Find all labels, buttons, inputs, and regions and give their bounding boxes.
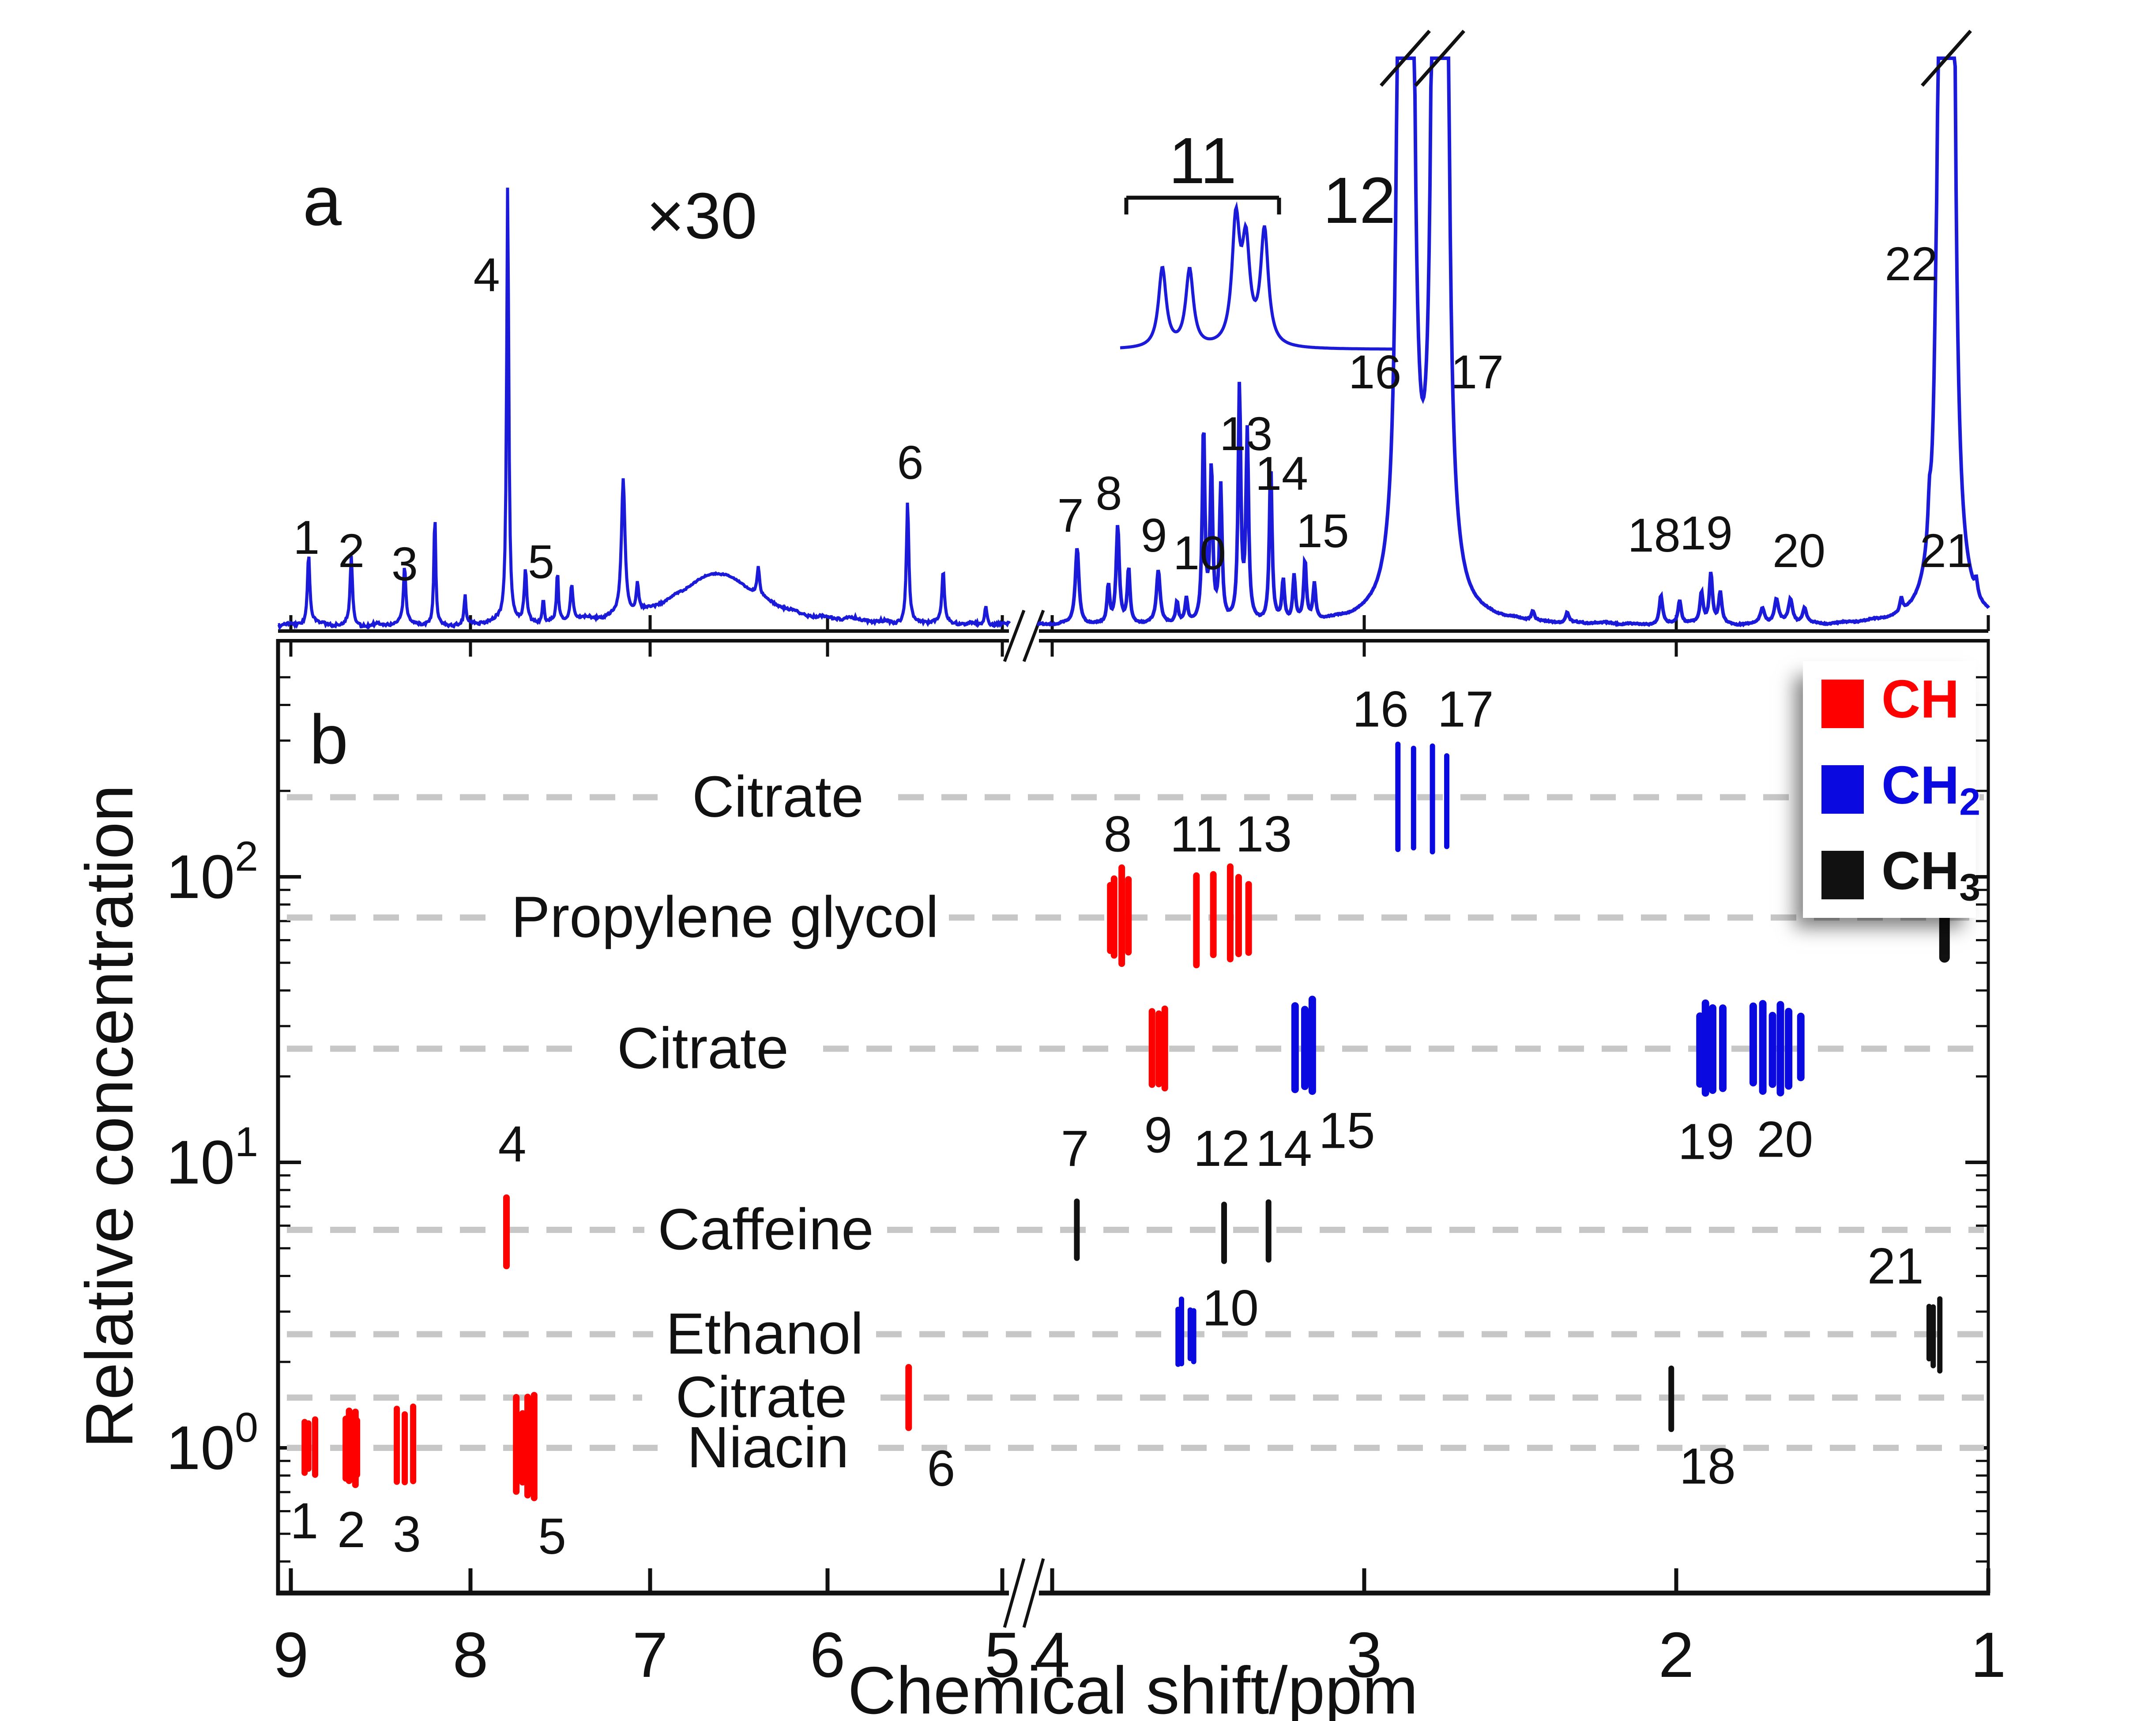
axis-break-slash	[1022, 609, 1045, 662]
peak-clip-slash	[1921, 30, 1972, 87]
peak-label-7: 7	[1057, 488, 1084, 542]
marker-label-12: 12	[1193, 1120, 1250, 1177]
peak-label-3: 3	[391, 537, 418, 590]
legend-label-ch3: CH	[1881, 841, 1960, 901]
x-tick-label: 5	[985, 1619, 1020, 1691]
marker-label-15: 15	[1319, 1103, 1375, 1159]
ch-swatch-icon	[1821, 679, 1864, 728]
marker-label-7: 7	[1061, 1120, 1089, 1177]
y-tick-label: 102	[166, 833, 258, 911]
marker-label-2: 2	[337, 1502, 365, 1558]
peak-label-16: 16	[1348, 345, 1401, 398]
marker-label-1: 1	[290, 1493, 318, 1549]
legend-item-ch3: CH3	[1821, 841, 1980, 907]
peak-label-9: 9	[1140, 508, 1167, 562]
peak-label-8: 8	[1095, 466, 1122, 520]
peak-label-15: 15	[1296, 504, 1349, 557]
legend-sub-ch2: 2	[1959, 781, 1981, 823]
marker-label-21: 21	[1867, 1238, 1924, 1295]
peak-clip-slash	[1380, 30, 1431, 87]
peak-label-6: 6	[897, 436, 923, 489]
axis-break-slash	[1022, 1558, 1045, 1628]
peak-label-4: 4	[474, 248, 500, 301]
axis-break-slash	[1003, 609, 1026, 662]
peak-clip-slash	[1414, 30, 1465, 87]
peak-label-2: 2	[338, 524, 365, 577]
peak-label-21: 21	[1920, 524, 1973, 577]
panel-b-letter: b	[309, 701, 348, 778]
peak-label-18: 18	[1628, 508, 1681, 562]
marker-label-6: 6	[927, 1440, 955, 1497]
compound-label-4: Ethanol	[666, 1301, 864, 1366]
legend-item-ch: CH	[1821, 672, 1976, 735]
peak-label-20: 20	[1772, 524, 1825, 577]
legend-label-ch2: CH	[1881, 755, 1960, 815]
legend-box: CH CH2 CH3	[1803, 661, 1980, 918]
x-tick-label: 4	[1035, 1619, 1070, 1691]
marker-label-17: 17	[1437, 681, 1494, 738]
marker-label-11: 11	[1170, 806, 1223, 862]
x-tick-label: 1	[1971, 1619, 2006, 1691]
x-tick-label: 7	[632, 1619, 668, 1691]
inset-label-11: 11	[1169, 124, 1237, 197]
x-tick-label: 9	[273, 1619, 309, 1691]
marker-label-8: 8	[1103, 806, 1132, 862]
x-tick-label: 2	[1659, 1619, 1694, 1691]
compound-label-6: Niacin	[687, 1415, 849, 1480]
scale-annotation: ×30	[646, 180, 757, 252]
compound-label-1: Propylene glycol	[511, 884, 939, 949]
marker-label-10: 10	[1202, 1280, 1259, 1337]
marker-label-9: 9	[1144, 1107, 1172, 1164]
marker-label-16: 16	[1352, 681, 1409, 738]
marker-label-4: 4	[498, 1116, 527, 1172]
peak-label-13: 13	[1219, 407, 1272, 460]
peak-label-14: 14	[1255, 447, 1308, 500]
ch3-swatch-icon	[1821, 851, 1864, 900]
marker-label-5: 5	[538, 1508, 566, 1565]
compound-label-5: Citrate	[676, 1364, 847, 1429]
marker-label-18: 18	[1679, 1438, 1736, 1495]
panel-a-letter: a	[303, 162, 342, 240]
inset-spectrum	[1120, 201, 1392, 351]
x-tick-label: 3	[1347, 1619, 1382, 1691]
x-axis-title: Chemical shift/ppm	[848, 1653, 1418, 1721]
legend-item-ch2: CH2	[1821, 755, 1980, 821]
peak-label-17: 17	[1451, 345, 1504, 398]
compound-label-2: Citrate	[617, 1016, 789, 1081]
marker-label-19: 19	[1678, 1114, 1735, 1170]
x-tick-label: 6	[810, 1619, 846, 1691]
y-tick-label: 101	[166, 1119, 258, 1197]
legend-label-ch: CH	[1881, 669, 1960, 729]
y-tick-label: 100	[166, 1404, 258, 1482]
peak-label-1: 1	[293, 511, 320, 564]
marker-label-13: 13	[1235, 806, 1292, 862]
ch2-swatch-icon	[1821, 765, 1864, 814]
marker-label-20: 20	[1757, 1112, 1813, 1168]
inset-label-12: 12	[1323, 164, 1396, 237]
y-axis-title: Relative concentration	[72, 785, 147, 1448]
peak-label-22: 22	[1885, 237, 1938, 290]
nmr-spectrum-left-segment	[277, 188, 1011, 631]
marker-label-14: 14	[1256, 1120, 1312, 1177]
compound-label-0: Citrate	[692, 764, 864, 829]
axis-break-slash	[1003, 1558, 1026, 1628]
compound-label-3: Caffeine	[658, 1197, 873, 1262]
nmr-spectrum-right-segment	[1037, 56, 1990, 628]
marker-label-3: 3	[393, 1506, 421, 1563]
legend-sub-ch3: 3	[1959, 866, 1981, 909]
peak-label-10: 10	[1173, 526, 1226, 579]
x-tick-label: 8	[453, 1619, 489, 1691]
peak-label-5: 5	[528, 535, 554, 588]
peak-label-19: 19	[1680, 506, 1733, 560]
